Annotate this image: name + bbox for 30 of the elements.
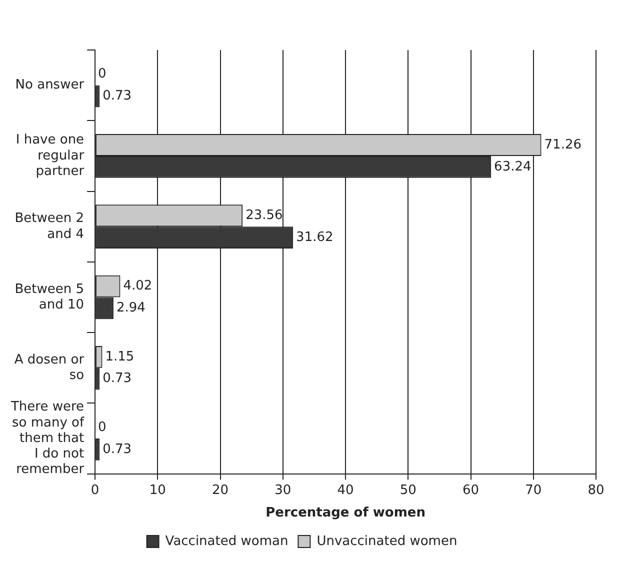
x-tick-label: 80 <box>588 482 604 498</box>
data-label: 71.26 <box>544 137 582 152</box>
x-tick-label: 10 <box>149 482 166 498</box>
x-tick-label: 50 <box>400 482 416 498</box>
data-label: 31.62 <box>296 230 334 245</box>
y-tick-label: Between 5 and 10 <box>14 282 84 312</box>
data-label: 2.94 <box>116 300 146 316</box>
y-tick-label: There were so many of them that I do not remember <box>10 400 85 478</box>
data-label: 0 <box>98 66 106 82</box>
x-tick-label: 20 <box>212 482 229 498</box>
y-tick-label: I have one regular partner <box>16 132 85 179</box>
data-label: 0.73 <box>102 371 132 386</box>
x-axis-title: Percentage of women <box>266 506 426 521</box>
data-label: 23.56 <box>246 208 283 224</box>
legend-label: Unvaccinated women <box>316 534 458 549</box>
data-label: 63.24 <box>494 159 532 174</box>
legend-label: Vaccinated woman <box>165 534 288 549</box>
y-tick-label: Between 2 and 4 <box>14 211 84 242</box>
data-label: 0 <box>98 420 106 435</box>
data-label: 4.02 <box>123 278 152 294</box>
x-tick-label: 40 <box>337 482 354 498</box>
data-label: 0.73 <box>102 442 132 457</box>
data-label: 1.15 <box>105 349 134 364</box>
x-tick-label: 70 <box>525 482 542 498</box>
y-tick-label: No answer <box>15 78 85 93</box>
y-tick-label: A dosen or so <box>14 352 85 384</box>
x-tick-label: 30 <box>274 482 292 498</box>
data-label: 0.73 <box>102 88 132 104</box>
x-tick-label: 60 <box>462 482 480 498</box>
x-tick-label: 0 <box>90 482 100 498</box>
